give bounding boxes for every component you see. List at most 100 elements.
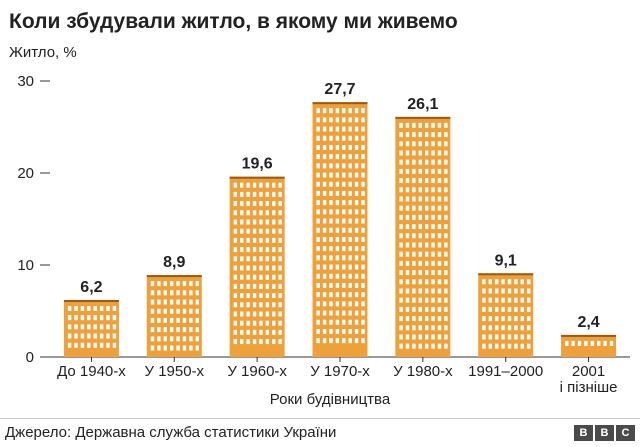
bar-window — [348, 246, 352, 252]
bar-window — [444, 141, 448, 147]
bar-window — [418, 306, 422, 312]
bar-window — [252, 182, 257, 188]
bar-window — [329, 200, 333, 206]
bar-window — [329, 328, 333, 334]
bar-window — [246, 237, 250, 243]
bar-window — [182, 299, 187, 305]
bar-window — [169, 327, 174, 333]
bar-window — [405, 141, 410, 147]
bar-window — [418, 270, 422, 276]
bar-window — [418, 159, 422, 165]
bar-window — [329, 190, 333, 196]
bar-window — [418, 196, 422, 202]
bar-window — [335, 264, 340, 270]
bar-window — [157, 317, 161, 323]
bar-window — [246, 210, 250, 216]
bar-window — [342, 264, 346, 270]
bar-window — [169, 317, 174, 323]
bar-window — [412, 270, 416, 276]
bar-window — [157, 299, 161, 305]
bar-window — [418, 187, 422, 193]
bar-window — [412, 306, 416, 312]
bar-window — [329, 338, 333, 344]
bar-window — [444, 334, 448, 340]
bar-window — [444, 178, 448, 184]
bar-window — [361, 126, 365, 132]
bar-window — [527, 288, 531, 294]
bar-window — [444, 306, 448, 312]
bar-window — [361, 144, 365, 150]
bar-window — [520, 297, 525, 303]
chart-title: Коли збудували житло, в якому ми живемо — [9, 10, 458, 33]
bar-window — [412, 233, 416, 239]
bar-window — [437, 279, 442, 285]
bar-window — [418, 316, 422, 322]
bar-window — [176, 345, 180, 351]
y-tick-label: 20 — [17, 165, 34, 182]
bar-window — [399, 159, 403, 165]
bar-window — [316, 108, 320, 114]
bar-window — [316, 338, 320, 344]
bar-window — [424, 122, 429, 128]
bar-window — [240, 201, 244, 207]
bar-window — [405, 251, 410, 257]
bar-window — [259, 302, 263, 308]
bar-window — [246, 302, 250, 308]
bar-window — [240, 228, 244, 234]
bar-window — [354, 135, 359, 141]
bar-window — [87, 324, 91, 330]
bar-window — [322, 292, 327, 298]
bar-window — [488, 316, 493, 322]
bar-window — [424, 260, 429, 266]
bar-window — [444, 196, 448, 202]
bar-window — [444, 270, 448, 276]
bar-window — [272, 339, 276, 345]
bar-window — [259, 191, 263, 197]
bar-window — [329, 181, 333, 187]
bar-window — [169, 345, 174, 351]
bar-window — [169, 281, 174, 287]
bar-window — [354, 144, 359, 150]
bar-window — [335, 135, 340, 141]
bar-window — [342, 292, 346, 298]
bar-window — [112, 315, 117, 321]
data-label: 8,9 — [163, 254, 185, 271]
bar-window — [342, 172, 346, 178]
bar-window — [329, 218, 333, 224]
bar-window — [233, 228, 238, 234]
bar-window — [278, 311, 282, 317]
bar-window — [316, 246, 320, 252]
bar — [561, 334, 617, 357]
bar-window — [361, 319, 365, 325]
bar-window — [342, 163, 346, 169]
bar-window — [246, 293, 250, 299]
bar-window — [507, 316, 512, 322]
bar-window — [74, 305, 78, 311]
bar-window — [444, 343, 448, 349]
bar-window — [527, 334, 531, 340]
bar-window — [348, 108, 352, 114]
bar-window — [424, 233, 429, 239]
bar-window — [405, 343, 410, 349]
bar-window — [514, 316, 518, 322]
bar-window — [87, 333, 91, 339]
bar-window — [361, 181, 365, 187]
bar-window — [520, 343, 525, 349]
bar-window — [169, 299, 174, 305]
bar-window — [252, 201, 257, 207]
bar-window — [189, 299, 193, 305]
bar-window — [431, 242, 435, 248]
data-label: 9,1 — [495, 252, 517, 269]
bar-window — [348, 282, 352, 288]
bar-window — [150, 317, 155, 323]
bar-window — [272, 247, 276, 253]
bar — [146, 275, 202, 357]
bar-window — [322, 218, 327, 224]
bar-window — [399, 214, 403, 220]
bar-window — [418, 214, 422, 220]
bar-window — [495, 306, 499, 312]
bar-window — [405, 288, 410, 294]
bar-window — [259, 219, 263, 225]
bar-window — [329, 282, 333, 288]
bar-window — [348, 236, 352, 242]
